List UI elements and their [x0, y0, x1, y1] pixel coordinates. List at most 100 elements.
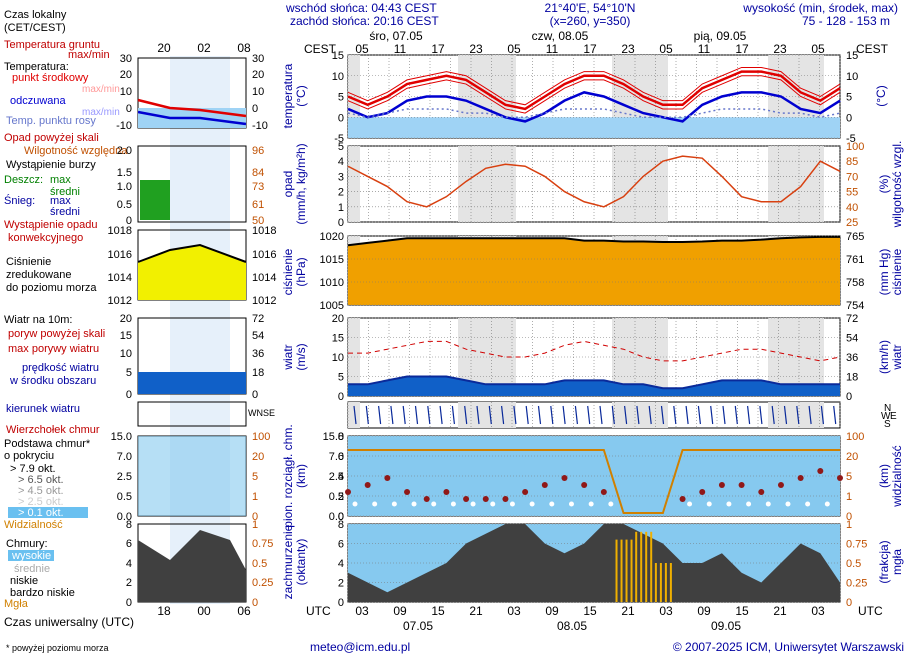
cloud-top-dot: [541, 482, 548, 488]
legend-wind-tick: 5: [126, 367, 132, 379]
wind-arrow: [697, 405, 701, 425]
rain-max-label: max: [50, 174, 71, 186]
cloud-top-dot: [699, 489, 706, 495]
pressure-area: [348, 236, 840, 305]
legend-hum-tick: 96: [252, 145, 264, 157]
fog-bar: [640, 531, 643, 602]
cloud-base-label1: Podstawa chmur*: [4, 438, 91, 450]
fog-bar: [669, 563, 672, 602]
local-time-label2: (CET/CEST): [4, 22, 66, 34]
fog-bar: [645, 531, 648, 602]
legend-compass: WNSE: [248, 408, 275, 418]
legend-vis-tick: 20: [252, 451, 264, 463]
cloud-top-dot: [797, 475, 804, 481]
subzero-band: [348, 117, 840, 138]
cloud-base-dot: [608, 501, 614, 507]
ytick-left: 6: [338, 539, 344, 551]
wind-arrow: [587, 405, 591, 425]
utc-tick: 03: [659, 604, 673, 618]
day-label-bottom: 09.05: [711, 619, 741, 633]
legend-wind-tick-r: 18: [252, 367, 264, 379]
utc-tick: 15: [431, 604, 445, 618]
legend-lt-tick: 20: [157, 41, 171, 55]
legend-rain-bars: [140, 180, 170, 220]
ytick-left: 4: [338, 156, 344, 168]
ytick-right: 36: [846, 352, 858, 364]
utc-label-right: UTC: [858, 604, 883, 618]
day-label-top: pią, 09.05: [694, 29, 747, 43]
legend-cloud-area: [138, 530, 246, 602]
wind-arrow: [414, 405, 419, 425]
cloud-top-dot: [423, 496, 430, 502]
wind-speed-label: prędkość wiatru: [22, 362, 99, 374]
pressure-label3: do poziomu morza: [6, 282, 97, 294]
ytick-right: 55: [846, 187, 858, 199]
email-link[interactable]: meteo@icm.edu.pl: [310, 640, 410, 654]
wind-arrow: [378, 405, 382, 425]
gust-above-label: poryw powyżej skali: [8, 328, 105, 340]
cest-tick: 11: [546, 42, 559, 56]
legend-cloud-tick: 7.0: [117, 451, 132, 463]
soil-temp-label: Temperatura gruntu: [4, 39, 100, 51]
ytick-left: 1: [338, 202, 344, 214]
cloud-top-dot: [758, 489, 765, 495]
ytick-left: -5: [334, 133, 344, 145]
legend-ut-tick: 00: [197, 604, 211, 618]
ytick-left: 10: [332, 352, 344, 364]
cest-tick: 23: [773, 42, 787, 56]
legend-felt-line: [137, 110, 247, 126]
wind-arrow: [796, 405, 800, 425]
vis-axis-unit: (km): [877, 464, 891, 488]
ytick-left: 0: [338, 391, 344, 403]
ytick-left: 1005: [320, 300, 344, 312]
utc-time-label: Czas uniwersalny (UTC): [4, 615, 134, 629]
wind-arrow: [611, 405, 615, 425]
wind-dir-label: kierunek wiatru: [6, 403, 80, 415]
cloud-base-dot: [844, 501, 850, 507]
gust-max-label: max porywy wiatru: [8, 343, 99, 355]
wind-arrow: [501, 405, 505, 425]
wind-arrow: [365, 405, 369, 425]
night-shade: [612, 146, 668, 222]
ytick-right: 0.5: [846, 558, 861, 570]
vis-ytick: 20: [846, 451, 858, 463]
mid-cloud-label: średnie: [14, 563, 50, 575]
wind-arrow: [771, 405, 775, 425]
cloud-base-dot: [411, 501, 417, 507]
wind-arrow: [648, 405, 652, 425]
cloud-ytick: 7.0: [329, 451, 344, 463]
wind-arrow: [451, 405, 455, 425]
utc-tick: 09: [545, 604, 559, 618]
legend-lt-tick: 08: [237, 41, 251, 55]
fog-axis-unit: (frakcja): [877, 540, 891, 583]
cloud-base-dot: [391, 501, 397, 507]
fog-bar: [664, 563, 667, 602]
snow-mean-label: średni: [50, 206, 80, 218]
ytick-right: 765: [846, 231, 864, 243]
wind-arrow: [747, 405, 751, 425]
utc-tick: 09: [393, 604, 407, 618]
cloud-base-label2: o pokryciu: [4, 450, 54, 462]
legend-wind-tick: 15: [120, 330, 132, 342]
cloud-base-dot: [549, 501, 555, 507]
wind-arrow: [525, 405, 529, 425]
visibility-line: [348, 449, 840, 514]
sunset-text: zachód słońca: 20:16 CEST: [290, 14, 439, 28]
snow-label: Śnieg:: [4, 194, 35, 207]
wind-arrow: [439, 405, 443, 425]
legend-cover-tick: 2: [126, 577, 132, 589]
fog-bar: [615, 539, 618, 602]
ytick-left: 0: [338, 112, 344, 124]
night-shade: [768, 402, 824, 428]
legend-precip-tick: 2.0: [117, 145, 132, 157]
legend-precip-tick: 1.5: [117, 167, 132, 179]
legend-fog-tick: 0.75: [252, 538, 273, 550]
legend-panel: Czas lokalny(CET/CEST)20 02 08Temperatura …: [4, 9, 276, 629]
legend-cover-tick: 4: [126, 558, 132, 570]
ytick-right: 54: [846, 333, 858, 345]
felt-maxmin-label: max/min: [82, 107, 120, 118]
cloud-top-dot: [482, 496, 489, 502]
wind-arrow: [476, 405, 480, 425]
legend-wind-tick-r: 72: [252, 313, 264, 325]
